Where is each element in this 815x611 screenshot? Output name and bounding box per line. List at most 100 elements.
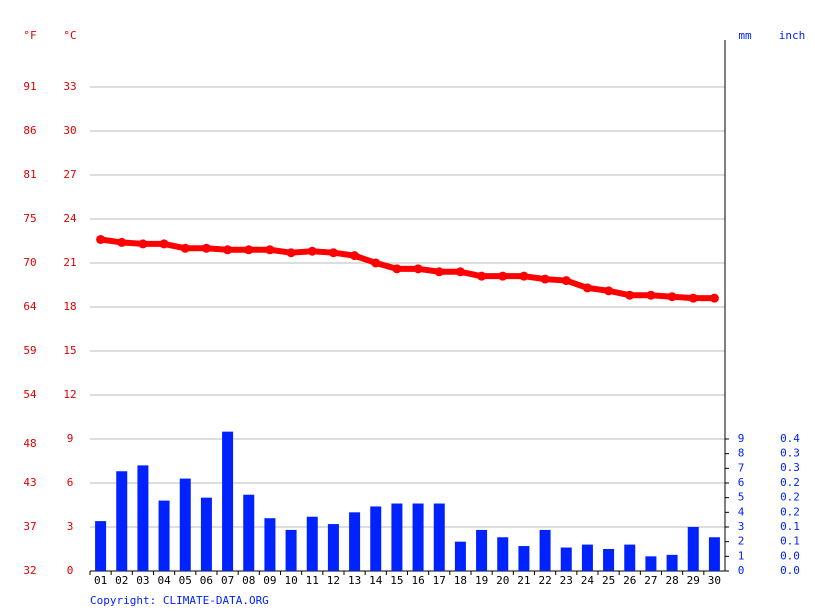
x-tick-label: 15 — [390, 574, 403, 587]
precipitation-bar — [645, 556, 657, 571]
x-tick-label: 27 — [644, 574, 657, 587]
temperature-point — [434, 267, 444, 277]
mm-tick-label: 8 — [738, 447, 745, 460]
x-tick-label: 17 — [433, 574, 446, 587]
x-tick-label: 22 — [538, 574, 551, 587]
x-tick-label: 09 — [263, 574, 276, 587]
x-tick-label: 24 — [581, 574, 595, 587]
temperature-point — [138, 239, 148, 249]
mm-tick-label: 0 — [738, 564, 745, 577]
mm-tick-label: 3 — [738, 520, 745, 533]
f-tick-label: 43 — [23, 476, 36, 489]
x-tick-label: 21 — [517, 574, 530, 587]
c-unit: °C — [63, 29, 76, 42]
c-tick-label: 21 — [63, 256, 76, 269]
x-tick-label: 05 — [179, 574, 192, 587]
mm-tick-label: 7 — [738, 461, 745, 474]
precipitation-bar — [243, 494, 255, 571]
precipitation-bar — [666, 554, 678, 571]
precipitation-bar — [306, 516, 318, 571]
precipitation-bar — [95, 521, 107, 571]
precipitation-bar — [412, 503, 424, 571]
f-tick-label: 37 — [23, 520, 36, 533]
precipitation-bar — [264, 518, 276, 571]
temperature-point — [582, 283, 592, 293]
temperature-point — [244, 245, 254, 255]
precipitation-bar — [370, 506, 382, 571]
precipitation-bar — [454, 541, 466, 571]
inch-unit: inch — [779, 29, 806, 42]
f-tick-label: 86 — [23, 124, 36, 137]
temperature-line — [100, 236, 715, 302]
inch-tick-label: 0.0 — [780, 564, 800, 577]
inch-tick-label: 0.0 — [780, 549, 800, 562]
temperature-point — [709, 293, 719, 303]
inch-tick-label: 0.3 — [780, 461, 800, 474]
precipitation-bar — [560, 547, 572, 571]
temperature-point — [498, 271, 508, 281]
x-tick-label: 06 — [200, 574, 213, 587]
f-unit: °F — [23, 29, 36, 42]
c-tick-label: 27 — [63, 168, 76, 181]
inch-tick-label: 0.2 — [780, 505, 800, 518]
c-tick-label: 30 — [63, 124, 76, 137]
precipitation-bar — [518, 546, 530, 571]
x-tick-label: 30 — [708, 574, 721, 587]
f-tick-label: 75 — [23, 212, 36, 225]
precipitation-bar — [581, 544, 593, 571]
x-tick-label: 16 — [411, 574, 424, 587]
x-tick-label: 13 — [348, 574, 361, 587]
precipitation-bar — [285, 529, 297, 571]
f-tick-label: 91 — [23, 80, 36, 93]
f-tick-label: 54 — [23, 388, 37, 401]
x-tick-label: 10 — [284, 574, 297, 587]
x-tick-label: 25 — [602, 574, 615, 587]
precipitation-bar — [200, 497, 212, 571]
x-tick-label: 12 — [327, 574, 340, 587]
x-tick-label: 07 — [221, 574, 234, 587]
temperature-point — [413, 264, 423, 274]
precipitation-bar — [137, 465, 149, 571]
x-tick-label: 29 — [687, 574, 700, 587]
f-tick-label: 64 — [23, 300, 37, 313]
inch-tick-label: 0.3 — [780, 447, 800, 460]
precipitation-bar — [179, 478, 191, 571]
temperature-point — [540, 274, 550, 284]
precipitation-bar — [603, 548, 615, 571]
temperature-point — [286, 248, 296, 258]
precipitation-bar — [476, 529, 488, 571]
precipitation-bar — [116, 471, 128, 571]
temperature-point — [180, 243, 190, 253]
x-tick-label: 03 — [136, 574, 149, 587]
x-tick-label: 11 — [306, 574, 319, 587]
c-tick-label: 18 — [63, 300, 76, 313]
precipitation-bar — [327, 524, 339, 571]
temperature-point — [117, 237, 127, 247]
inch-tick-label: 0.4 — [780, 432, 800, 445]
c-tick-label: 6 — [67, 476, 74, 489]
temperature-point — [667, 292, 677, 302]
temperature-point — [625, 290, 635, 300]
x-tick-label: 04 — [157, 574, 171, 587]
x-tick-label: 18 — [454, 574, 467, 587]
mm-tick-label: 5 — [738, 491, 745, 504]
c-tick-label: 9 — [67, 432, 74, 445]
x-tick-label: 26 — [623, 574, 636, 587]
copyright: Copyright: CLIMATE-DATA.ORG — [90, 594, 269, 607]
temperature-point — [265, 245, 275, 255]
c-tick-label: 15 — [63, 344, 76, 357]
x-tick-label: 20 — [496, 574, 509, 587]
x-tick-label: 14 — [369, 574, 383, 587]
temperature-point — [477, 271, 487, 281]
f-tick-label: 32 — [23, 564, 36, 577]
precipitation-bar — [158, 500, 170, 571]
c-tick-label: 0 — [67, 564, 74, 577]
mm-tick-label: 9 — [738, 432, 745, 445]
c-tick-label: 33 — [63, 80, 76, 93]
inch-tick-label: 0.1 — [780, 520, 800, 533]
precipitation-bar — [433, 503, 445, 571]
x-tick-label: 01 — [94, 574, 107, 587]
inch-tick-label: 0.1 — [780, 535, 800, 548]
inch-tick-label: 0.2 — [780, 491, 800, 504]
